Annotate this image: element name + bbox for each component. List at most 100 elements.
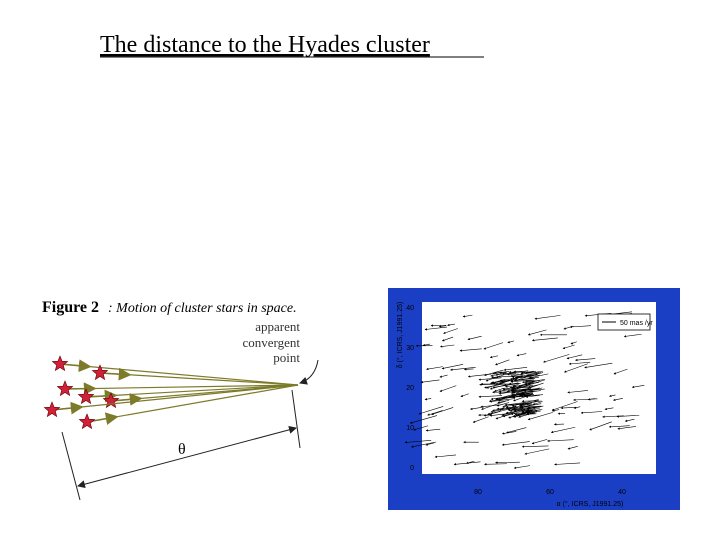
vector: [438, 325, 447, 328]
vector: [589, 421, 612, 431]
vector: [513, 409, 540, 413]
vector: [491, 375, 516, 379]
vector: [479, 383, 505, 386]
vector: [613, 398, 623, 402]
vector: [490, 372, 508, 377]
vector: [547, 439, 574, 443]
star: [43, 401, 61, 418]
motion-line: [99, 372, 299, 386]
y-tick-label: 30: [406, 345, 414, 352]
vector: [441, 364, 464, 370]
vector: [489, 398, 516, 403]
y-tick-label: 0: [410, 465, 414, 472]
vector: [507, 340, 514, 344]
vector: [521, 410, 532, 414]
vector: [422, 343, 431, 347]
title: The distance to the Hyades cluster: [100, 32, 430, 58]
proper-motion-vectors: [404, 311, 645, 470]
vector: [554, 462, 581, 466]
vector: [570, 341, 577, 345]
vector: [524, 448, 550, 455]
point-label: point: [273, 350, 300, 365]
vector: [527, 412, 553, 421]
vector: [478, 377, 502, 381]
vector: [624, 418, 635, 422]
vector: [531, 337, 558, 342]
vector: [520, 370, 544, 376]
vector: [550, 426, 576, 434]
vector: [418, 406, 444, 415]
vector: [502, 387, 521, 390]
vector: [525, 410, 533, 414]
vector: [562, 344, 575, 350]
x-tick-label: 60: [546, 489, 554, 496]
star: [78, 413, 96, 430]
vector: [501, 431, 517, 435]
motion-line: [59, 363, 299, 386]
y-tick-label: 20: [406, 385, 414, 392]
vector: [427, 410, 443, 416]
vector: [506, 427, 527, 434]
vector: [527, 406, 539, 410]
motion-arrow: [99, 367, 132, 381]
vector: [529, 373, 549, 379]
star: [77, 388, 95, 405]
vector: [511, 388, 538, 393]
vector: [443, 328, 458, 334]
vector: [484, 463, 507, 466]
guide-line: [291, 389, 301, 449]
vector: [616, 414, 640, 418]
caption-label: Figure 2: [42, 299, 99, 316]
vector: [520, 403, 542, 409]
x-axis-label: α (°, ICRS, J1991.25): [557, 500, 624, 508]
vector: [467, 335, 482, 341]
vector: [470, 406, 485, 411]
vector: [502, 408, 529, 418]
vector: [489, 355, 498, 359]
caption-text: : Motion of cluster stars in space.: [108, 301, 297, 316]
vector: [521, 400, 540, 403]
vector: [501, 441, 530, 446]
vector: [460, 393, 469, 398]
vector: [543, 354, 570, 363]
vector: [503, 367, 528, 371]
vector: [608, 425, 630, 428]
legend-text: 50 mas /yr: [620, 320, 653, 327]
vector: [489, 384, 507, 390]
vector: [434, 454, 457, 459]
vector: [420, 379, 440, 384]
vector: [510, 379, 534, 383]
vector: [514, 411, 534, 416]
y-axis-label: δ (°, ICRS, J1991.25): [396, 302, 404, 369]
point-label: apparent: [255, 319, 300, 334]
vector: [520, 405, 542, 410]
vector: [604, 407, 614, 411]
vector: [519, 400, 539, 407]
point-label: convergent: [242, 335, 300, 350]
vector: [439, 385, 457, 392]
vector: [424, 398, 432, 401]
vector: [425, 428, 441, 432]
vector: [509, 408, 518, 412]
vector: [505, 385, 516, 388]
vector: [563, 363, 588, 373]
vector: [450, 367, 476, 371]
vector: [551, 401, 578, 411]
vector: [424, 326, 448, 331]
vector: [520, 387, 543, 395]
vector: [516, 353, 527, 357]
motion-line: [64, 384, 299, 390]
vector: [613, 368, 628, 375]
vector: [459, 348, 482, 352]
star: [51, 355, 69, 372]
vector: [526, 370, 536, 374]
vector: [527, 329, 547, 336]
y-tick-label: 40: [406, 305, 414, 312]
vector: [528, 384, 538, 388]
vector: [521, 445, 549, 448]
vector: [488, 398, 505, 403]
vector: [568, 361, 591, 366]
vector: [441, 336, 454, 342]
